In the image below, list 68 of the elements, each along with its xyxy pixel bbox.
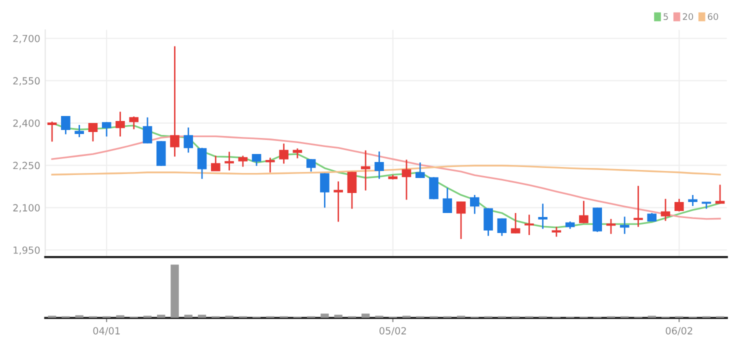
- candlestick: [552, 226, 562, 238]
- bar: [116, 315, 124, 318]
- candlestick: [660, 198, 670, 222]
- candlestick: [429, 176, 438, 200]
- bar: [75, 315, 84, 318]
- candlestick: [620, 216, 630, 235]
- candlestick: [497, 218, 507, 237]
- candlestick: [211, 155, 220, 172]
- candlestick: [524, 214, 534, 236]
- bar: [157, 314, 166, 318]
- y-tick-label: 2,700: [13, 34, 40, 44]
- legend-label: 20: [682, 13, 694, 20]
- legend-label: 60: [708, 13, 718, 20]
- candlestick: [224, 151, 234, 172]
- candlestick: [156, 140, 166, 167]
- candlestick: [197, 147, 207, 180]
- candlestick: [374, 150, 384, 180]
- candlestick: [252, 153, 262, 167]
- y-tick-label: 2,250: [13, 162, 40, 170]
- candlestick: [102, 121, 112, 138]
- y-tick-label: 2,100: [13, 204, 40, 212]
- candlestick: [470, 194, 480, 215]
- x-tick-label: 04/01: [93, 327, 120, 336]
- candlestick: [61, 115, 70, 135]
- x-tick-label: 05/02: [379, 327, 406, 336]
- x-tick-label: 06/02: [666, 327, 692, 336]
- candlestick: [538, 203, 548, 230]
- candlestick: [142, 116, 152, 144]
- candlestick: [279, 142, 288, 164]
- candlestick: [688, 194, 698, 207]
- legend-label: 5: [664, 13, 668, 20]
- candlestick: [402, 158, 412, 200]
- candlestick: [129, 116, 138, 130]
- candlestick: [456, 200, 466, 240]
- candlestick: [579, 200, 588, 224]
- candlestick: [292, 148, 302, 159]
- candlestick: [592, 206, 602, 233]
- candlestick: [715, 184, 725, 204]
- bar: [184, 314, 192, 318]
- candlestick: [320, 172, 330, 208]
- candlestick: [360, 150, 370, 192]
- bar: [198, 314, 206, 318]
- candlestick: [74, 124, 84, 138]
- candlestick: [442, 187, 452, 214]
- bar: [170, 264, 179, 318]
- candlestick: [88, 122, 98, 142]
- bar: [362, 314, 370, 318]
- y-tick-label: 1,950: [14, 246, 40, 255]
- candlestick: [415, 162, 425, 179]
- candlestick: [674, 198, 684, 212]
- candlestick: [634, 185, 643, 228]
- candlestick: [347, 171, 357, 210]
- candlestick: [484, 208, 493, 237]
- candlestick: [334, 180, 343, 222]
- candlestick: [510, 212, 520, 234]
- candlestick: [266, 157, 275, 174]
- y-tick-label: 2,400: [13, 119, 40, 128]
- candlestick: [116, 111, 125, 138]
- bar: [334, 314, 342, 318]
- y-tick-label: 2,550: [13, 77, 40, 86]
- candlestick: [306, 158, 316, 172]
- bar: [320, 314, 329, 318]
- line-series: [51, 135, 721, 220]
- candlestick: [170, 46, 180, 158]
- candlestick: [606, 218, 616, 235]
- candlestick: [47, 120, 57, 142]
- candlestick: [238, 155, 248, 168]
- candlestick: [184, 126, 194, 154]
